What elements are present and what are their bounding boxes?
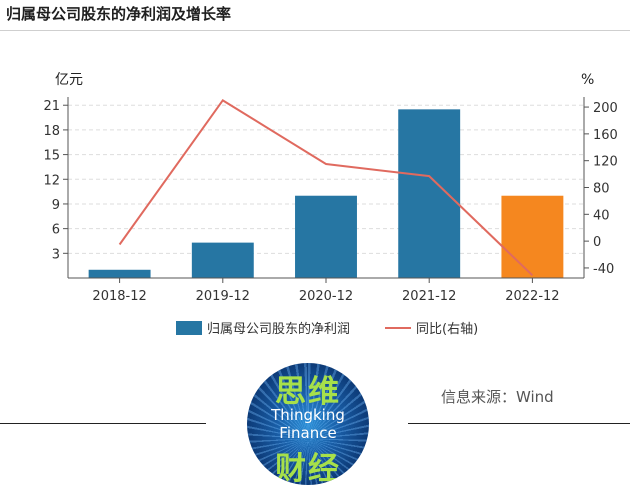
grid [68, 104, 584, 254]
bar-2022-12 [501, 195, 564, 278]
x-tick-label: 2022-12 [505, 289, 559, 304]
logo-en-line2: Finance [279, 424, 337, 442]
left-tick-label: 9 [52, 198, 60, 213]
x-tick-label: 2018-12 [92, 289, 146, 304]
logo-rays [247, 363, 369, 485]
footer-line-left [0, 423, 206, 424]
left-tick-label: 18 [43, 124, 60, 139]
legend-bar-swatch [176, 321, 202, 335]
right-tick-label: 160 [593, 128, 618, 143]
right-tick-label: 200 [593, 101, 618, 116]
x-tick-label: 2019-12 [196, 289, 250, 304]
left-tick-label: 21 [43, 99, 60, 114]
bar-2021-12 [398, 109, 461, 278]
bars [88, 109, 564, 278]
left-tick-label: 15 [43, 149, 60, 164]
left-axis-unit: 亿元 [55, 72, 83, 88]
logo-top-text: 思维 [275, 374, 341, 410]
bar-2020-12 [295, 195, 357, 278]
yoy-line-path [118, 99, 534, 277]
title-divider [0, 30, 630, 31]
right-tick-label: 40 [593, 208, 610, 223]
source-note: 信息来源：Wind [441, 388, 554, 406]
chart-plot: 3 6 9 12 15 18 21 -40 0 40 80 120 160 200 2018-12 2019-… [43, 72, 618, 337]
left-tick-label: 3 [52, 247, 60, 262]
legend: 归属母公司股东的净利润 同比(右轴) [176, 321, 478, 337]
x-tick-label: 2020-12 [299, 289, 353, 304]
footer-line-right [408, 423, 630, 424]
chart-title: 归属母公司股东的净利润及增长率 [6, 5, 232, 23]
legend-line-label: 同比(右轴) [416, 322, 478, 337]
right-tick-label: 0 [593, 235, 601, 250]
yoy-line [118, 99, 534, 277]
left-tick-label: 12 [43, 173, 60, 188]
thingking-finance-logo: 思维 Thingking Finance 财经 [247, 363, 369, 485]
axes: 3 6 9 12 15 18 21 -40 0 40 80 120 160 200 2018-12 2019-… [43, 97, 618, 304]
bar-2018-12 [88, 269, 151, 278]
bar-2019-12 [191, 242, 254, 278]
right-tick-label: -40 [593, 262, 614, 277]
right-tick-label: 80 [593, 182, 610, 197]
left-tick-label: 6 [52, 223, 60, 238]
right-tick-label: 120 [593, 155, 618, 170]
logo-bottom-text: 财经 [275, 451, 341, 485]
logo-en-line1: Thingking [271, 406, 345, 424]
right-axis-unit: % [581, 72, 594, 88]
x-tick-label: 2021-12 [402, 289, 456, 304]
legend-bar-label: 归属母公司股东的净利润 [207, 321, 350, 337]
